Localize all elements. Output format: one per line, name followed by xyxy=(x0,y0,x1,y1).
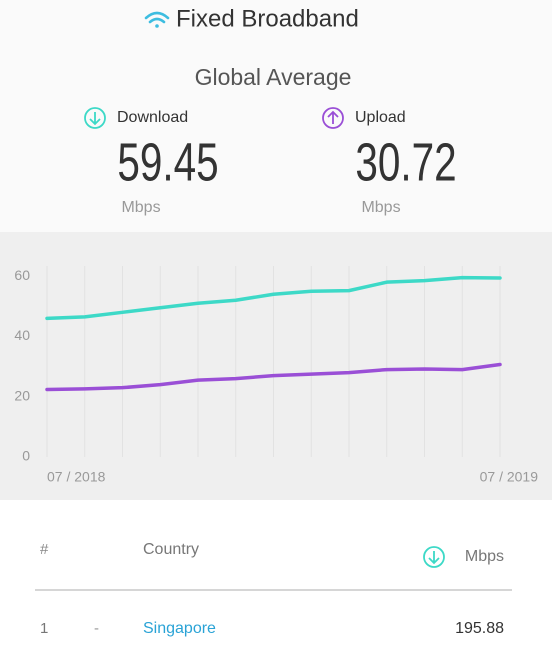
title: Fixed Broadband xyxy=(176,5,359,32)
mbps-icon xyxy=(423,546,445,568)
stat-value: 30.72 xyxy=(355,133,456,193)
table-header: Country xyxy=(143,541,199,558)
upload-icon xyxy=(322,107,344,129)
chart: 0 20 40 60 07 / 2018 07 / 2019 xyxy=(14,266,538,485)
y-tick-label: 0 xyxy=(22,448,30,464)
x-tick-label: 07 / 2018 xyxy=(47,469,106,485)
subtitle: Global Average xyxy=(195,64,352,90)
table-header: Mbps xyxy=(465,548,504,565)
country-link[interactable]: Singapore xyxy=(143,620,216,637)
table-header: # xyxy=(40,541,49,558)
stat-unit: Mbps xyxy=(361,199,400,216)
y-tick-label: 40 xyxy=(14,327,30,343)
series-line xyxy=(45,275,502,321)
stat-label: Download xyxy=(117,109,188,126)
series-line xyxy=(45,362,502,392)
stat-value: 59.45 xyxy=(117,133,218,193)
wifi-icon xyxy=(144,11,170,28)
header-bg xyxy=(0,0,552,232)
download-icon xyxy=(84,107,106,129)
table-cell: 1 xyxy=(40,620,48,637)
table-cell: 195.88 xyxy=(455,620,504,637)
y-tick-label: 20 xyxy=(14,387,30,403)
y-tick-label: 60 xyxy=(14,267,30,283)
stat-unit: Mbps xyxy=(121,199,160,216)
stat-label: Upload xyxy=(355,109,406,126)
x-tick-label: 07 / 2019 xyxy=(480,469,539,485)
chart-bg xyxy=(0,232,552,500)
table-cell: - xyxy=(94,620,99,637)
